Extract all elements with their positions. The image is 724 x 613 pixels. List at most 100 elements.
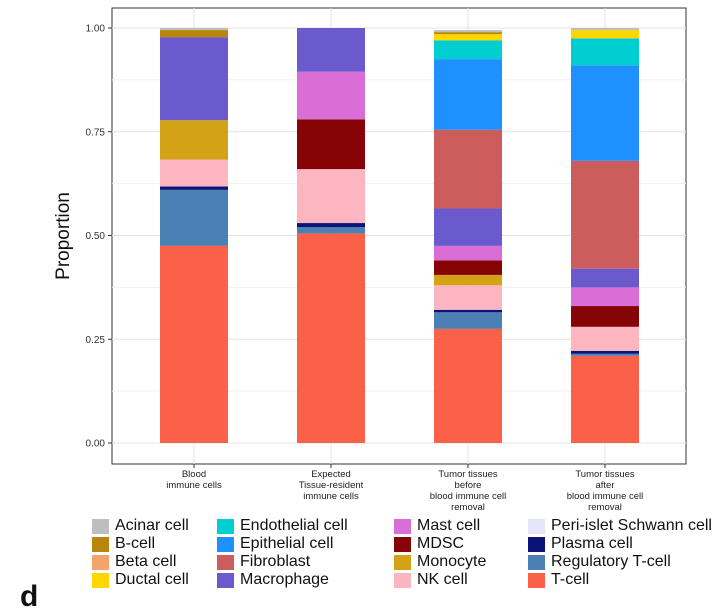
legend-label: T-cell <box>551 571 590 588</box>
legend-item-acinar-cell: Acinar cell <box>92 517 189 535</box>
y-tick-label: 0.75 <box>86 127 106 138</box>
legend-label: Mast cell <box>417 517 481 534</box>
legend-swatch <box>92 554 109 570</box>
bar-segment-plasma-cell <box>297 223 365 228</box>
legend-label: Plasma cell <box>551 535 633 552</box>
legend-label: Fibroblast <box>240 553 311 570</box>
legend-swatch <box>394 572 411 588</box>
bar-segment-b-cell <box>434 32 502 35</box>
legend-swatch <box>528 554 545 570</box>
bar-segment-plasma-cell <box>571 350 639 354</box>
panel-label: d <box>20 580 39 613</box>
bar-segment-monocyte <box>160 120 228 160</box>
bar-segment-endothelial-cell <box>434 40 502 60</box>
bar-segment-macrophage <box>434 208 502 246</box>
legend-swatch <box>217 572 234 588</box>
bar-segment-nk-cell <box>297 169 365 224</box>
bar-segment-acinar-cell <box>571 28 639 31</box>
legend-swatch <box>217 536 234 552</box>
legend-swatch <box>528 518 545 534</box>
legend-item-ductal-cell: Ductal cell <box>92 571 189 589</box>
bar-segment-plasma-cell <box>434 309 502 313</box>
y-tick-label: 0.00 <box>86 439 106 450</box>
legend-item-mdsc: MDSC <box>394 535 464 553</box>
bar-segment-t-cell <box>434 328 502 443</box>
legend-label: Peri-islet Schwann cell <box>551 517 712 534</box>
legend-label: B-cell <box>115 535 156 552</box>
bar-segment-fibroblast <box>434 129 502 209</box>
bar-segment-mast-cell <box>297 71 365 120</box>
legend-label: Monocyte <box>417 553 487 570</box>
legend-label: Epithelial cell <box>240 535 334 552</box>
y-tick-label: 0.50 <box>86 231 106 242</box>
legend-item-endothelial-cell: Endothelial cell <box>217 517 348 535</box>
bar-segment-mast-cell <box>434 245 502 261</box>
legend-swatch <box>528 572 545 588</box>
bar-segment-regulatory-t-cell <box>160 189 228 246</box>
legend-swatch <box>528 536 545 552</box>
legend-item-nk-cell: NK cell <box>394 571 468 589</box>
legend-item-t-cell: T-cell <box>528 571 589 589</box>
bar-segment-t-cell <box>571 355 639 443</box>
legend-swatch <box>394 536 411 552</box>
bar-segment-acinar-cell <box>160 28 228 31</box>
bar-segment-mdsc <box>297 119 365 170</box>
bar-segment-mdsc <box>571 306 639 327</box>
legend-label: Endothelial cell <box>240 517 348 534</box>
legend-swatch <box>92 536 109 552</box>
bar-segment-endothelial-cell <box>571 38 639 66</box>
bar-segment-nk-cell <box>571 326 639 351</box>
y-tick-label: 1.00 <box>86 24 106 35</box>
legend-item-beta-cell: Beta cell <box>92 553 176 571</box>
legend-item-mast-cell: Mast cell <box>394 517 480 535</box>
legend: Acinar cell B-cell Beta cell Ductal cell End… <box>92 514 724 596</box>
legend-item-fibroblast: Fibroblast <box>217 553 310 571</box>
bar-segment-mdsc <box>434 260 502 275</box>
bar-segment-b-cell <box>160 30 228 38</box>
bar-segment-fibroblast <box>571 160 639 269</box>
bar-segment-ductal-cell <box>571 30 639 39</box>
bar-segment-plasma-cell <box>160 186 228 190</box>
legend-swatch <box>92 572 109 588</box>
x-tick-label: Tumor tissues before blood immune cell remo… <box>430 469 507 512</box>
legend-item-monocyte: Monocyte <box>394 553 486 571</box>
bar-segment-macrophage <box>571 268 639 288</box>
legend-label: NK cell <box>417 571 468 588</box>
legend-item-macrophage: Macrophage <box>217 571 329 589</box>
bar-segment-monocyte <box>434 274 502 286</box>
bar-segment-regulatory-t-cell <box>571 353 639 356</box>
y-axis-label: Proportion <box>53 192 74 280</box>
x-tick-label: Expected Tissue-resident immune cells <box>299 469 364 502</box>
legend-swatch <box>217 554 234 570</box>
legend-swatch <box>217 518 234 534</box>
legend-label: Acinar cell <box>115 517 189 534</box>
legend-item-peri-islet-schwann-cell: Peri-islet Schwann cell <box>528 517 712 535</box>
bar-segment-macrophage <box>160 37 228 121</box>
bar-segment-regulatory-t-cell <box>297 227 365 234</box>
bar-segment-t-cell <box>297 233 365 443</box>
legend-label: Macrophage <box>240 571 329 588</box>
legend-label: Beta cell <box>115 553 177 570</box>
bars <box>160 28 639 443</box>
bar-segment-nk-cell <box>434 285 502 310</box>
bar-segment-mast-cell <box>571 287 639 307</box>
bar-segment-ductal-cell <box>434 34 502 41</box>
bar-segment-acinar-cell <box>434 30 502 33</box>
legend-swatch <box>394 554 411 570</box>
x-tick-label: Blood immune cells <box>166 469 222 491</box>
legend-item-regulatory-t-cell: Regulatory T-cell <box>528 553 671 571</box>
legend-item-epithelial-cell: Epithelial cell <box>217 535 333 553</box>
legend-swatch <box>92 518 109 534</box>
legend-item-plasma-cell: Plasma cell <box>528 535 633 553</box>
bar-segment-epithelial-cell <box>571 65 639 161</box>
bar-segment-epithelial-cell <box>434 59 502 130</box>
bar-segment-t-cell <box>160 245 228 443</box>
bar-segment-macrophage <box>297 28 365 72</box>
y-axis-ticks: 0.00 0.25 0.50 0.75 1.00 <box>86 24 112 450</box>
legend-item-b-cell: B-cell <box>92 535 155 553</box>
legend-label: Regulatory T-cell <box>551 553 671 570</box>
legend-swatch <box>394 518 411 534</box>
legend-label: MDSC <box>417 535 465 552</box>
x-tick-label: Tumor tissues after blood immune cell remov… <box>567 469 644 512</box>
bar-segment-regulatory-t-cell <box>434 312 502 329</box>
